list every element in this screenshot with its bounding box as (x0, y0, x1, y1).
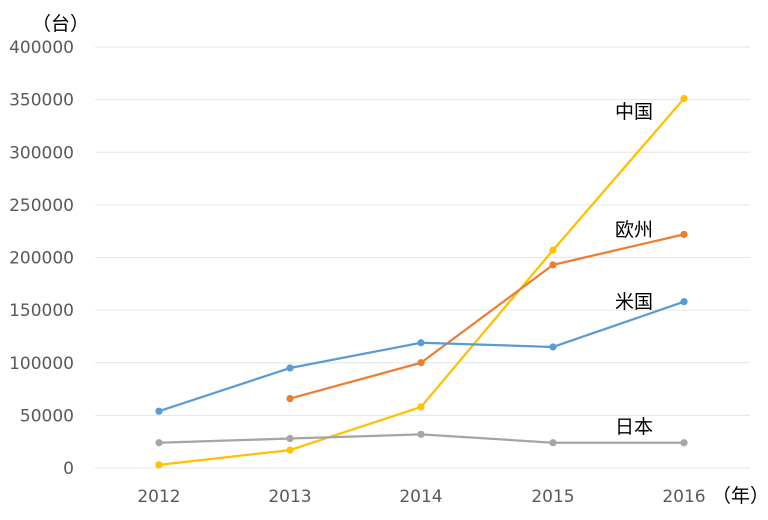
data-point-2-2013 (286, 364, 294, 372)
y-axis-unit-label: （台） (32, 13, 89, 35)
y-tick-label-5: 250000 (9, 196, 74, 216)
data-point-3-2016 (680, 439, 688, 447)
y-tick-label-8: 400000 (9, 38, 74, 58)
y-axis-tick-labels: 0 50000 100000 150000 200000 250000 300000 3500… (9, 38, 74, 479)
data-point-3-2013 (286, 434, 294, 443)
data-point-1-2013 (286, 394, 294, 403)
data-point-1-2016 (680, 230, 688, 238)
x-tick-label-2012: 2012 (137, 487, 180, 507)
data-point-2-2014 (417, 339, 425, 347)
data-point-0-2012 (155, 461, 163, 469)
data-point-2-2012 (155, 407, 163, 415)
series-label-0: 中国 (615, 101, 653, 123)
x-tick-label-2014: 2014 (399, 487, 442, 507)
y-tick-label-3: 150000 (9, 301, 74, 321)
x-axis-tick-labels: 2012 2013 2014 2015 2016 (137, 487, 705, 507)
data-point-3-2014 (417, 430, 425, 438)
y-tick-label-6: 300000 (9, 143, 74, 163)
data-point-3-2012 (155, 439, 163, 447)
data-point-1-2014 (417, 359, 425, 367)
data-point-0-2013 (286, 446, 294, 454)
series-label-3: 日本 (615, 416, 653, 438)
gridlines (95, 46, 750, 469)
data-point-0-2014 (417, 403, 425, 411)
series-line-1 (289, 233, 685, 400)
data-point-1-2015 (549, 261, 557, 269)
data-point-0-2016 (680, 94, 688, 103)
data-point-2-2015 (549, 343, 557, 351)
series-label-1: 欧州 (615, 219, 653, 241)
x-tick-label-2016: 2016 (662, 487, 705, 507)
series-line-2 (158, 300, 685, 413)
data-point-0-2015 (549, 246, 557, 254)
data-point-3-2015 (549, 439, 557, 447)
series-label-2: 米国 (615, 291, 653, 313)
y-tick-label-7: 350000 (9, 91, 74, 111)
data-point-2-2016 (680, 298, 688, 306)
y-tick-label-4: 200000 (9, 249, 74, 269)
series-2 (155, 298, 688, 415)
x-tick-label-2013: 2013 (268, 487, 311, 507)
series-1 (286, 230, 688, 403)
x-tick-label-2015: 2015 (531, 487, 574, 507)
series-3 (155, 430, 688, 447)
y-tick-label-0: 0 (63, 459, 74, 479)
x-axis-unit-label: （年） (712, 485, 768, 507)
series-lines (155, 94, 688, 469)
y-tick-label-1: 50000 (20, 406, 74, 426)
series-0 (155, 94, 688, 469)
y-tick-label-2: 100000 (9, 354, 74, 374)
